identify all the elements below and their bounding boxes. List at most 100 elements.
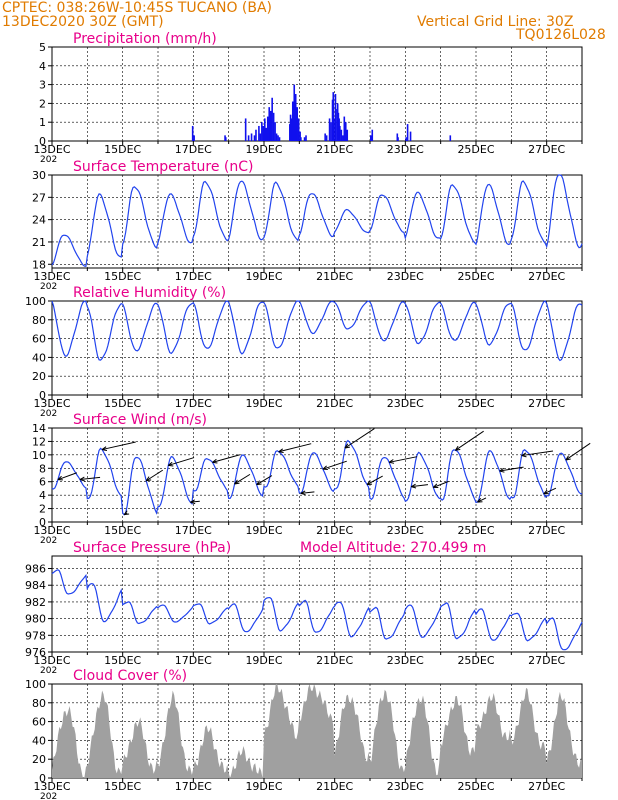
precip-xtick-label: 25DEC	[457, 143, 494, 156]
precip-bar	[300, 137, 302, 141]
cloud-title: Cloud Cover (%)	[73, 668, 187, 684]
wind-arrow-head	[300, 490, 306, 494]
wind-arrow-head	[234, 482, 240, 485]
temp-panel: 18 21 24 27 30 13DEC 15DEC 17DEC 19DEC 21DEC 23DEC…	[32, 159, 583, 292]
precip-bar	[330, 122, 332, 141]
wind-vector-arrow	[168, 457, 195, 466]
wind-arrow-head	[256, 480, 260, 485]
wind-ytick-label: 4	[39, 489, 46, 502]
precip-bar	[265, 127, 268, 141]
precip-bar	[303, 137, 306, 141]
rh-ytick-label: 80	[32, 314, 46, 327]
precip-bar	[325, 135, 328, 141]
pres-xtick-label: 15DEC	[104, 654, 141, 667]
temp-ytick-label: 18	[32, 258, 46, 271]
wind-arrow-head	[145, 476, 150, 482]
precip-bar	[250, 133, 253, 141]
precip-bar	[346, 129, 349, 141]
precip-bar	[396, 133, 399, 141]
rh-series-line	[51, 300, 583, 362]
precip-bar	[224, 137, 227, 141]
wind-vector-arrow	[565, 442, 591, 461]
wind-arrow-head	[521, 455, 527, 458]
precip-bar	[339, 125, 341, 141]
wind-arrow-head	[388, 459, 394, 463]
wind-vector-arrow	[145, 469, 164, 482]
cloud-xtick-label: 15DEC	[104, 780, 141, 793]
precip-bar	[449, 135, 452, 141]
precip-bar	[293, 84, 296, 141]
precip-bar	[343, 116, 346, 141]
rh-xtick-label: 19DEC	[245, 397, 282, 410]
pres-ytick-label: 984	[25, 579, 46, 592]
pres-xtick-label: 23DEC	[387, 654, 424, 667]
pres-subtitle: Model Altitude: 270.499 m	[300, 540, 486, 556]
wind-arrow-head	[57, 475, 62, 481]
precip-bar	[406, 124, 409, 141]
precip-bar	[264, 118, 266, 141]
wind-vector-arrow	[57, 472, 78, 481]
precip-bar	[334, 94, 337, 141]
wind-ytick-label: 6	[39, 476, 46, 489]
wind-arrow-head	[168, 464, 174, 467]
wind-arrow-head	[167, 461, 173, 466]
precip-bar	[290, 118, 293, 141]
wind-xtick-label: 23DEC	[387, 524, 424, 537]
precip-bar	[340, 129, 343, 141]
precip-bar	[344, 122, 347, 141]
precip-ytick-label: 2	[39, 97, 46, 110]
wind-arrow-head	[300, 492, 306, 496]
wind-vector-arrow	[455, 430, 484, 451]
wind-arrow-head	[432, 483, 438, 488]
rh-xtick-label: 23DEC	[387, 397, 424, 410]
wind-vector-arrow	[212, 454, 241, 463]
wind-arrow-head	[389, 461, 395, 464]
precip-bar	[291, 101, 294, 141]
cloud-xtick-label: 17DEC	[175, 780, 212, 793]
precip-plot-frame	[51, 46, 583, 142]
wind-arrow-head	[146, 479, 152, 482]
rh-ytick-label: 20	[32, 370, 46, 383]
wind-arrow-head	[499, 467, 505, 472]
wind-arrow-head	[565, 458, 571, 461]
rh-ytick-label: 60	[32, 333, 46, 346]
temp-title: Surface Temperature (nC)	[73, 159, 254, 175]
cloud-ytick-label: 20	[32, 753, 46, 766]
precip-bar	[371, 129, 374, 141]
temp-xtick-label: 27DEC	[528, 270, 565, 283]
pres-panel: 976 978 980 982 984 986 13DEC 15DEC 17DEC 19DEC 21…	[25, 540, 583, 676]
precip-ytick-label: 3	[39, 79, 46, 92]
pres-xtick-label: 27DEC	[528, 654, 565, 667]
wind-series-line	[51, 439, 583, 516]
precip-title: Precipitation (mm/h)	[73, 31, 217, 47]
rh-ytick-label: 0	[39, 389, 46, 402]
wind-xtick-label: 21DEC	[316, 524, 353, 537]
wind-arrow-head	[411, 486, 417, 489]
wind-xtick-label: 19DEC	[245, 524, 282, 537]
precip-bar	[255, 129, 257, 141]
wind-vector-arrow	[79, 476, 101, 481]
wind-arrow-head	[322, 465, 327, 470]
pres-ytick-label: 978	[25, 629, 46, 642]
temp-ytick-label: 30	[32, 169, 46, 182]
precip-bar	[342, 135, 344, 141]
temp-xtick-label: 17DEC	[175, 270, 212, 283]
cloud-xtick-label: 19DEC	[245, 780, 282, 793]
pres-ytick-label: 976	[25, 646, 46, 659]
cloud-ytick-label: 60	[32, 716, 46, 729]
wind-ytick-label: 0	[39, 516, 46, 529]
wind-ytick-label: 12	[32, 435, 46, 448]
wind-arrow-head	[410, 483, 416, 488]
precip-bar	[397, 137, 399, 141]
wind-vector-arrow	[411, 484, 429, 488]
cloud-xtick-label: 25DEC	[457, 780, 494, 793]
wind-arrow-head	[344, 446, 350, 449]
cloud-xtick-label: 23DEC	[387, 780, 424, 793]
pres-ytick-label: 986	[25, 563, 46, 576]
rh-panel: 0 20 40 60 80 100 13DEC 15DEC 17DEC 19DEC 21DEC 23D…	[25, 285, 583, 419]
precip-ytick-label: 5	[39, 41, 46, 54]
precip-bar	[253, 135, 256, 141]
wind-vector-arrow	[543, 487, 557, 495]
pres-xtick-label: 17DEC	[175, 654, 212, 667]
